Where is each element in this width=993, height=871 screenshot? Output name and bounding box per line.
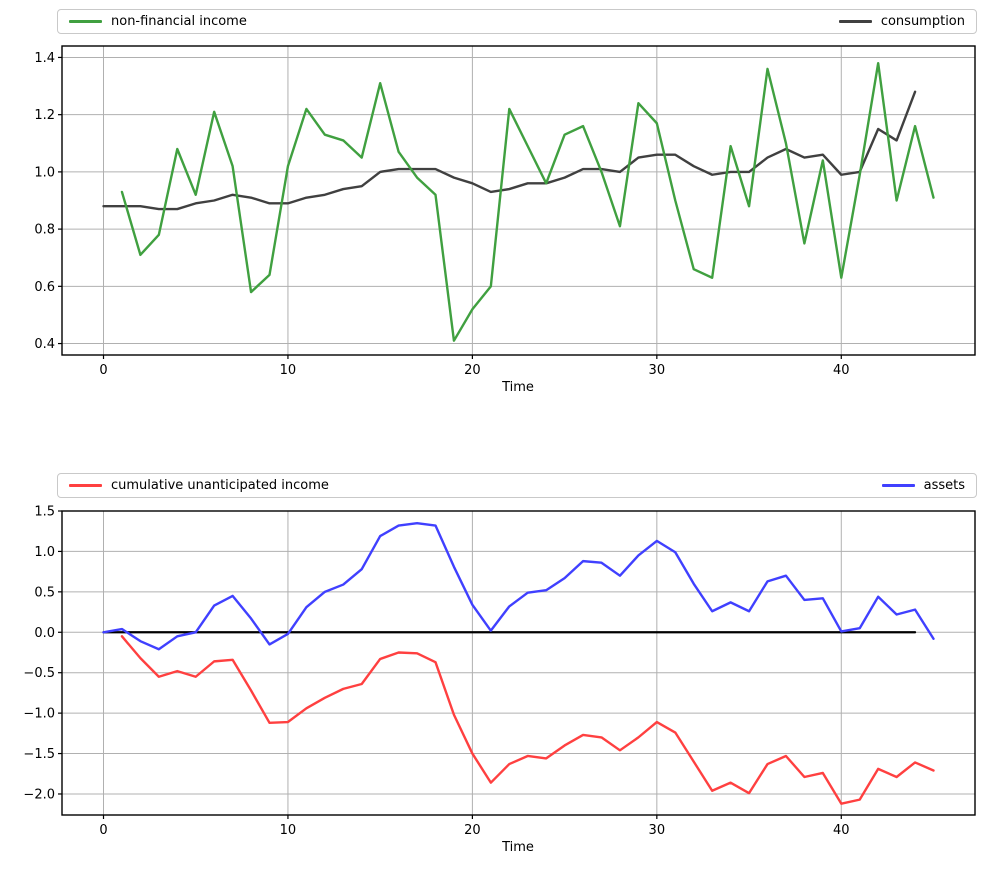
y-tick-label: −1.5 xyxy=(23,747,55,762)
series-line-non-financial-income xyxy=(120,61,935,342)
series-line-consumption xyxy=(102,90,917,211)
y-tick-label: 0.6 xyxy=(34,280,55,295)
y-tick-label: 0.0 xyxy=(34,626,55,641)
legend-label-cumulative-unanticipated-income: cumulative unanticipated income xyxy=(111,478,329,493)
x-tick-label: 20 xyxy=(464,823,481,838)
bottom-chart-legend: cumulative unanticipated income assets xyxy=(57,473,977,498)
x-tick-label: 10 xyxy=(280,363,297,378)
legend-item-assets: assets xyxy=(881,478,965,493)
y-tick-label: 0.8 xyxy=(34,223,55,238)
y-tick-label: 1.5 xyxy=(34,505,55,520)
x-tick-label: 30 xyxy=(649,363,666,378)
x-tick-label: 0 xyxy=(99,823,107,838)
red-line-swatch-icon xyxy=(69,484,102,487)
axes-frame xyxy=(61,510,976,816)
legend-item-consumption: consumption xyxy=(838,14,965,29)
legend-label-non-financial-income: non-financial income xyxy=(111,14,247,29)
x-tick-label: 40 xyxy=(833,363,850,378)
x-tick-label: 0 xyxy=(99,363,107,378)
y-tick-label: 1.0 xyxy=(34,545,55,560)
top-chart-xlabel: Time xyxy=(501,380,534,395)
green-line-swatch-icon xyxy=(69,20,102,23)
bottom-chart-plot: 0 10 20 30 40 −2.0 −1.5 −1.0 −0.5 0.0 0.5 1.0 1.5 Ti… xyxy=(23,505,976,855)
y-tick-label: 0.4 xyxy=(34,337,55,352)
legend-label-assets: assets xyxy=(923,478,965,493)
blue-line-swatch-icon xyxy=(881,484,915,487)
top-chart-legend: non-financial income consumption xyxy=(57,9,977,34)
y-tick-label: −1.0 xyxy=(23,707,55,722)
series-line-cumulative-unanticipated-income xyxy=(120,635,935,805)
y-tick-label: 1.4 xyxy=(34,51,55,66)
x-tick-label: 40 xyxy=(833,823,850,838)
y-tick-label: 1.2 xyxy=(34,108,55,123)
series-line-assets xyxy=(102,521,935,651)
legend-item-cumulative-unanticipated-income: cumulative unanticipated income xyxy=(69,478,329,493)
axes-frame xyxy=(61,45,976,356)
y-tick-label: −0.5 xyxy=(23,666,55,681)
x-tick-label: 10 xyxy=(280,823,297,838)
legend-item-non-financial-income: non-financial income xyxy=(69,14,247,29)
y-tick-label: −2.0 xyxy=(23,787,55,802)
top-chart-plot: 0 10 20 30 40 0.4 0.6 0.8 1.0 1.2 1.4 Time xyxy=(34,45,976,395)
bottom-chart-xlabel: Time xyxy=(501,840,534,855)
legend-label-consumption: consumption xyxy=(880,14,965,29)
y-tick-label: 1.0 xyxy=(34,165,55,180)
y-tick-label: 0.5 xyxy=(34,585,55,600)
x-tick-label: 30 xyxy=(649,823,666,838)
gray-line-swatch-icon xyxy=(838,20,872,23)
x-tick-label: 20 xyxy=(464,363,481,378)
